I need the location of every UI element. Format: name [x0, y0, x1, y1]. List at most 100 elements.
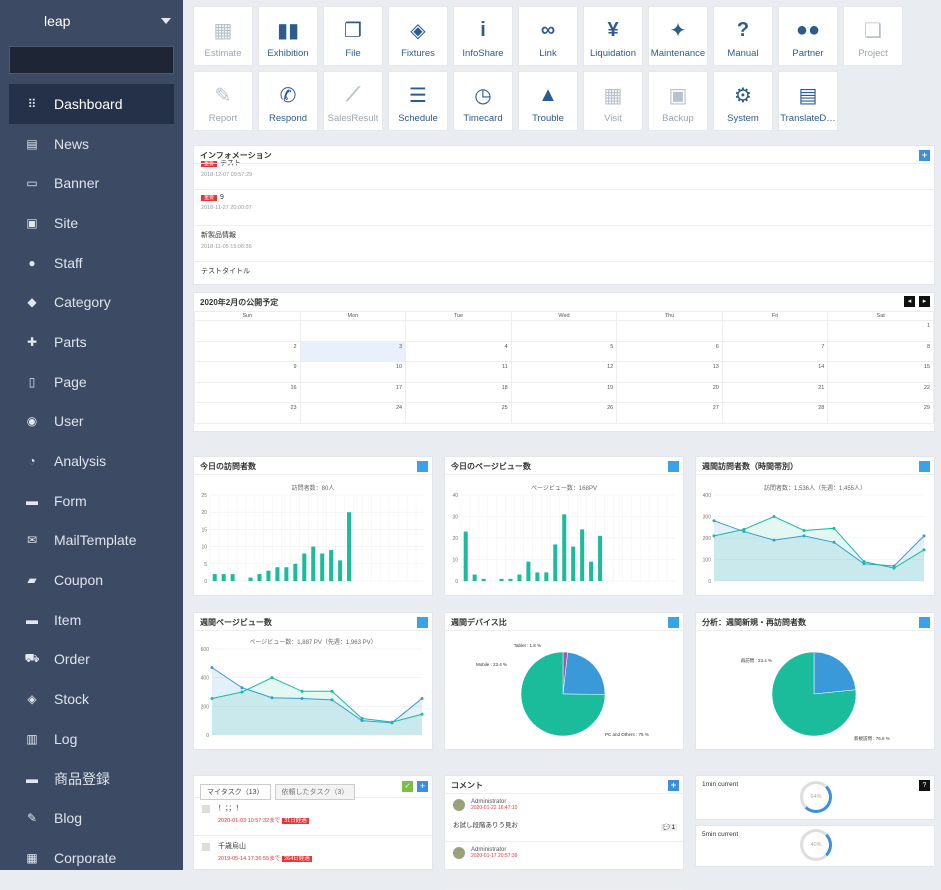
calendar-day[interactable]: 25 — [405, 402, 512, 424]
tile-cube[interactable]: ◈ Fixtures — [388, 6, 448, 66]
sidebar-item-database[interactable]: ▥ Log — [0, 719, 183, 759]
add-comment-icon[interactable]: + — [668, 780, 679, 791]
calendar-day[interactable] — [299, 320, 407, 342]
calendar-day[interactable]: 2 — [194, 340, 301, 362]
sidebar-item-grid[interactable]: ⠿ Dashboard — [9, 84, 174, 124]
calendar-day[interactable] — [194, 320, 301, 342]
calendar-day[interactable]: 28 — [721, 402, 829, 424]
task-item[interactable]: ！；；！ 2020-01-03 10:57:32まで 31日経過 — [194, 798, 432, 836]
info-item[interactable]: 重要 9 2018-11-27 20:00:07 — [194, 190, 934, 226]
tile-clock[interactable]: ◷ Timecard — [453, 71, 513, 131]
chart-icon[interactable] — [417, 617, 428, 628]
sidebar-item-person[interactable]: ● Staff — [0, 243, 183, 283]
chart-icon[interactable] — [919, 617, 930, 628]
sidebar-item-pencil[interactable]: ✎ Blog — [0, 798, 183, 838]
tile-translate[interactable]: ▤ TranslateD… — [778, 71, 838, 131]
tile-yen[interactable]: ¥ Liquidation — [583, 6, 643, 66]
calendar-day[interactable] — [405, 320, 512, 342]
calendar-day[interactable]: 11 — [405, 361, 512, 383]
calendar-day[interactable]: 22 — [827, 381, 934, 403]
tile-gear[interactable]: ⚙ System — [713, 71, 773, 131]
add-task-icon[interactable]: + — [417, 781, 428, 792]
calendar-day[interactable] — [510, 320, 618, 342]
calendar-day[interactable]: 3 — [299, 340, 407, 362]
sidebar-item-archive[interactable]: ▬ 商品登録 — [0, 759, 183, 799]
task-checkbox[interactable] — [202, 843, 210, 851]
calendar-day[interactable]: 19 — [510, 381, 618, 403]
calendar-day[interactable]: 12 — [510, 361, 618, 383]
chart-icon[interactable] — [417, 461, 428, 472]
sidebar-item-monitor[interactable]: ▣ Site — [0, 203, 183, 243]
tile-save[interactable]: ▣ Backup — [648, 71, 708, 131]
tile-question[interactable]: ? Manual — [713, 6, 773, 66]
tile-link[interactable]: ∞ Link — [518, 6, 578, 66]
calendar-day[interactable]: 6 — [616, 340, 723, 362]
tile-files[interactable]: ❐ File — [323, 6, 383, 66]
tile-windows[interactable]: ❏ Project — [843, 6, 903, 66]
calendar-day[interactable]: 10 — [299, 361, 407, 383]
next-month-button[interactable]: ▸ — [919, 296, 930, 307]
calendar-day[interactable]: 5 — [510, 340, 618, 362]
calendar-day[interactable]: 8 — [827, 340, 934, 362]
tile-exhibition[interactable]: ▮▮ Exhibition — [258, 6, 318, 66]
tile-wrench[interactable]: ✦ Maintenance — [648, 6, 708, 66]
tab-my-tasks[interactable]: マイタスク（13） — [200, 784, 271, 800]
chart-icon[interactable] — [668, 617, 679, 628]
tile-partner[interactable]: ●● Partner — [778, 6, 838, 66]
calendar-day[interactable] — [616, 320, 723, 342]
sidebar-item-page[interactable]: ▯ Page — [0, 362, 183, 402]
calendar-day[interactable]: 29 — [827, 402, 934, 424]
prev-month-button[interactable]: ◂ — [904, 296, 915, 307]
search-input[interactable] — [20, 47, 175, 73]
calendar-day[interactable]: 24 — [299, 402, 407, 424]
calendar-day[interactable]: 27 — [616, 402, 723, 424]
check-icon[interactable]: ✓ — [402, 781, 413, 792]
calendar-day[interactable]: 14 — [721, 361, 829, 383]
sidebar-item-pie[interactable]: ◔ Analysis — [0, 441, 183, 481]
tab-requested-tasks[interactable]: 依頼したタスク（3） — [274, 784, 356, 800]
tile-trend[interactable]: ⟋ SalesResult — [323, 71, 383, 131]
tile-calculator[interactable]: ▦ Estimate — [193, 6, 253, 66]
sidebar-item-puzzle[interactable]: ✚ Parts — [0, 322, 183, 362]
sidebar-item-form[interactable]: ▬ Form — [0, 481, 183, 521]
sidebar-item-cart[interactable]: ⛟ Order — [0, 640, 183, 680]
sidebar-item-coupon[interactable]: ▰ Coupon — [0, 560, 183, 600]
sidebar-item-mail[interactable]: ✉ MailTemplate — [0, 521, 183, 561]
calendar-day[interactable]: 4 — [405, 340, 512, 362]
calendar-day[interactable]: 9 — [194, 361, 301, 383]
sidebar-item-users[interactable]: ◉ User — [0, 402, 183, 442]
sidebar-item-boxes[interactable]: ◈ Stock — [0, 679, 183, 719]
calendar-day[interactable]: 7 — [721, 340, 829, 362]
add-icon[interactable]: + — [919, 150, 930, 161]
calendar-day[interactable]: 17 — [299, 381, 407, 403]
chart-icon[interactable] — [668, 461, 679, 472]
help-icon[interactable]: ? — [919, 780, 930, 791]
calendar-day[interactable]: 15 — [827, 361, 934, 383]
reply-count[interactable]: 💬 1 — [660, 824, 677, 831]
tile-server[interactable]: ☰ Schedule — [388, 71, 448, 131]
calendar-day[interactable]: 23 — [194, 402, 301, 424]
tile-report[interactable]: ✎ Report — [193, 71, 253, 131]
calendar-day[interactable]: 21 — [721, 381, 829, 403]
tile-phone[interactable]: ✆ Respond — [258, 71, 318, 131]
brand-switcher[interactable]: leap — [0, 0, 183, 42]
calendar-day[interactable]: 20 — [616, 381, 723, 403]
calendar-day[interactable]: 1 — [827, 320, 934, 342]
tile-warning[interactable]: ▲ Trouble — [518, 71, 578, 131]
calendar-day[interactable] — [721, 320, 829, 342]
sidebar-item-building[interactable]: ▦ Corporate — [0, 838, 183, 878]
tile-calendar[interactable]: ▦ Visit — [583, 71, 643, 131]
sidebar-item-newspaper[interactable]: ▤ News — [0, 124, 183, 164]
chart-icon[interactable] — [919, 461, 930, 472]
info-item[interactable]: 新製品情報 2018-11-05 15:06:36 — [194, 226, 934, 262]
sidebar-item-tags[interactable]: ◆ Category — [0, 282, 183, 322]
sidebar-item-banner[interactable]: ▭ Banner — [0, 163, 183, 203]
task-item[interactable]: 千歳烏山 2019-05-14 17:36:55まで 264日経過 — [194, 836, 432, 874]
task-checkbox[interactable] — [202, 805, 210, 813]
calendar-day[interactable]: 13 — [616, 361, 723, 383]
calendar-day[interactable]: 18 — [405, 381, 512, 403]
tile-info[interactable]: i InfoShare — [453, 6, 513, 66]
calendar-day[interactable]: 26 — [510, 402, 618, 424]
calendar-day[interactable]: 16 — [194, 381, 301, 403]
sidebar-item-archive[interactable]: ▬ Item — [0, 600, 183, 640]
